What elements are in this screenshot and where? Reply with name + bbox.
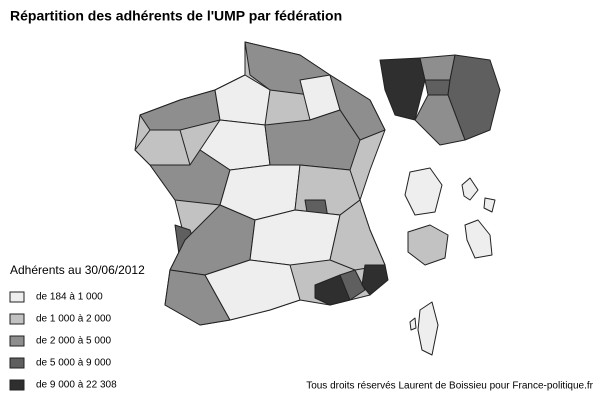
region <box>464 219 493 259</box>
legend-label: de 1 000 à 2 000 <box>36 314 112 325</box>
region <box>249 209 341 266</box>
region <box>361 264 389 296</box>
legend-title: Adhérents au 30/06/2012 <box>10 263 145 277</box>
region <box>164 269 231 326</box>
legend-label: de 2 000 à 5 000 <box>36 336 112 347</box>
legend-swatch <box>9 357 25 369</box>
region <box>419 54 456 81</box>
region <box>134 129 191 166</box>
region <box>424 79 451 96</box>
legend-label: de 5 000 à 9 000 <box>36 358 112 369</box>
region <box>329 74 386 141</box>
region <box>414 94 466 146</box>
legend-label: de 184 à 1 000 <box>36 292 103 303</box>
ile-de-france-inset <box>379 54 501 146</box>
region <box>417 301 439 356</box>
region <box>461 177 479 201</box>
france-map <box>134 41 389 326</box>
legend-swatch <box>9 335 25 347</box>
map-title: Répartition des adhérents de l'UMP par f… <box>10 8 342 24</box>
region <box>407 224 449 266</box>
legend-swatch <box>9 291 25 303</box>
legend: de 184 à 1 000 de 1 000 à 2 000 de 2 000 à… <box>9 291 117 391</box>
legend-swatch <box>9 379 25 391</box>
region <box>204 259 301 321</box>
credit: Tous droits réservés Laurent de Boissieu… <box>306 381 593 392</box>
region <box>379 57 426 121</box>
region <box>404 167 443 216</box>
region <box>483 197 496 213</box>
region <box>447 54 501 141</box>
region <box>214 74 271 126</box>
region <box>339 269 366 301</box>
region <box>314 274 351 306</box>
overseas-insets <box>404 167 496 356</box>
legend-label: de 9 000 à 22 308 <box>36 380 117 391</box>
legend-swatch <box>9 313 25 325</box>
region <box>409 317 417 331</box>
